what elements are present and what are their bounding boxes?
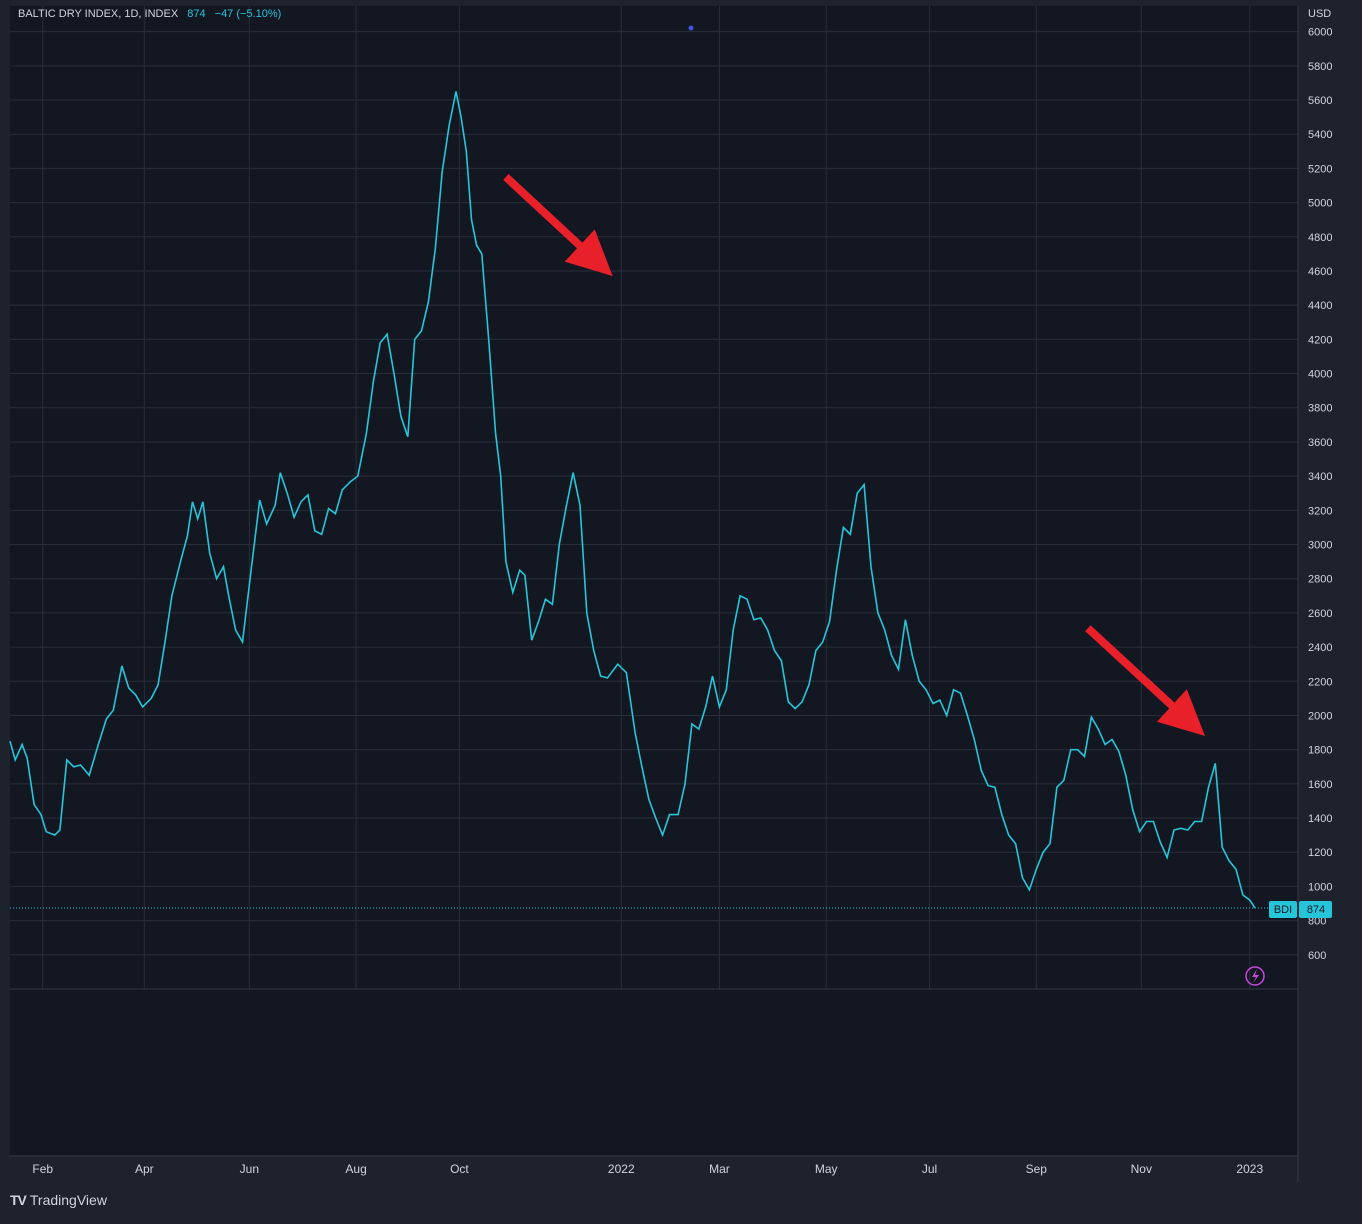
x-tick-label: Aug [345,1162,366,1176]
x-tick-label: Feb [32,1162,53,1176]
y-tick-label: 5200 [1308,163,1332,175]
price-badge-value: 874 [1307,904,1325,916]
y-tick-label: 1200 [1308,847,1332,859]
y-tick-label: 3800 [1308,403,1332,415]
chart-legend[interactable]: BALTIC DRY INDEX, 1D, INDEX 874 −47 (−5.… [18,8,281,20]
x-tick-label: 2023 [1236,1162,1263,1176]
y-tick-label: 4000 [1308,369,1332,381]
y-axis-unit: USD [1308,8,1331,20]
y-tick-label: 2400 [1308,642,1332,654]
down-arrow-icon [1085,625,1205,736]
plot-background [10,6,1298,1156]
y-tick-label: 800 [1308,916,1326,928]
y-tick-label: 2000 [1308,710,1332,722]
y-tick-label: 1400 [1308,813,1332,825]
annotations [503,174,1205,736]
bdi-line [9,91,1256,909]
y-tick-label: 1600 [1308,779,1332,791]
y-tick-label: 2200 [1308,676,1332,688]
y-tick-label: 5400 [1308,129,1332,141]
y-tick-label: 5800 [1308,61,1332,73]
y-tick-label: 6000 [1308,27,1332,39]
x-tick-label: Oct [450,1162,469,1176]
x-tick-label: May [815,1162,838,1176]
x-tick-label: Mar [709,1162,730,1176]
brand-name: TradingView [29,1192,107,1208]
y-tick-label: 1000 [1308,881,1332,893]
y-tick-label: 5000 [1308,198,1332,210]
y-tick-label: 4200 [1308,334,1332,346]
y-tick-label: 5600 [1308,95,1332,107]
x-tick-label: Jul [922,1162,937,1176]
legend-change: −47 (−5.10%) [214,8,282,20]
price-badge-symbol: BDI [1274,904,1292,916]
footer-brand[interactable]: TV TradingView [10,1192,107,1208]
x-tick-label: 2022 [608,1162,635,1176]
y-tick-label: 4600 [1308,266,1332,278]
y-tick-label: 3200 [1308,505,1332,517]
x-tick-label: Apr [135,1162,154,1176]
y-axis: 600 800 1000 1200 1400 1600 1800 2000 2200 2400 26… [1308,8,1332,962]
x-tick-label: Sep [1026,1162,1048,1176]
lightning-icon[interactable] [1245,966,1265,986]
y-tick-label: 3600 [1308,437,1332,449]
x-tick-label: Nov [1131,1162,1152,1176]
legend-title: BALTIC DRY INDEX, 1D, INDEX [18,8,179,20]
x-tick-label: Jun [240,1162,259,1176]
y-tick-label: 3400 [1308,471,1332,483]
legend-last: 874 [187,8,206,20]
y-tick-label: 2600 [1308,608,1332,620]
grid [10,6,1298,989]
y-tick-label: 2800 [1308,574,1332,586]
price-badge: BDI 874 [1269,901,1332,918]
down-arrow-icon [503,174,613,277]
y-tick-label: 3000 [1308,540,1332,552]
x-axis: Feb Apr Jun Aug Oct 2022 Mar May Jul Sep Nov 2023 [32,1162,1263,1176]
y-tick-label: 1800 [1308,745,1332,757]
y-tick-label: 4800 [1308,232,1332,244]
marker-dot [688,25,694,31]
y-tick-label: 600 [1308,950,1326,962]
tradingview-logo-icon: TV [10,1192,27,1208]
y-tick-label: 4400 [1308,300,1332,312]
